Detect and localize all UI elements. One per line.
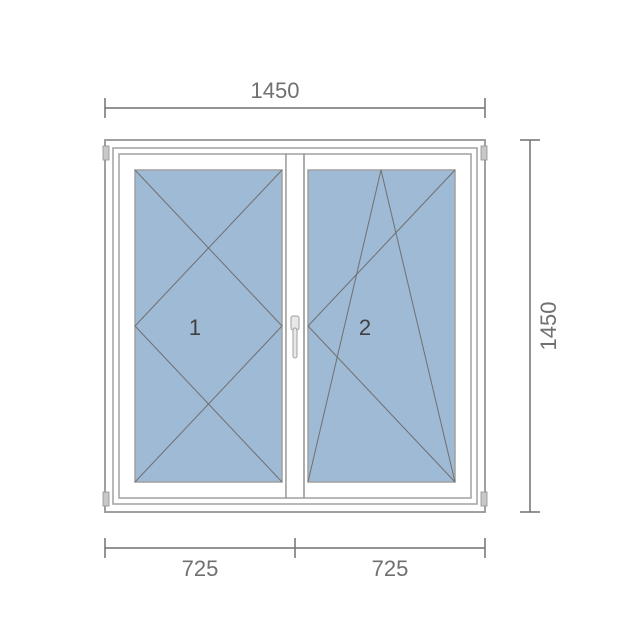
dim-total-height: 1450: [536, 302, 561, 351]
dim-left-pane-width: 725: [182, 556, 219, 581]
dim-total-width: 1450: [251, 78, 300, 103]
left-glass-pane: [135, 170, 282, 482]
window-frame: 1 2: [103, 140, 487, 512]
dimension-bottom: 725 725: [105, 538, 485, 581]
hinge-top-left: [103, 146, 109, 160]
right-sash: 2: [304, 154, 471, 498]
pane-label-1: 1: [189, 315, 201, 340]
right-glass-pane: [308, 170, 455, 482]
dimension-right: 1450: [520, 140, 561, 512]
hinge-bottom-right: [481, 492, 487, 506]
dim-right-pane-width: 725: [372, 556, 409, 581]
dimension-top: 1450: [105, 78, 485, 118]
diagram-svg: 1450 1450 725 725: [0, 0, 633, 633]
hinge-bottom-left: [103, 492, 109, 506]
pane-label-2: 2: [359, 315, 371, 340]
window-technical-diagram: 1450 1450 725 725: [0, 0, 633, 633]
left-sash: 1: [119, 154, 286, 498]
hinge-top-right: [481, 146, 487, 160]
